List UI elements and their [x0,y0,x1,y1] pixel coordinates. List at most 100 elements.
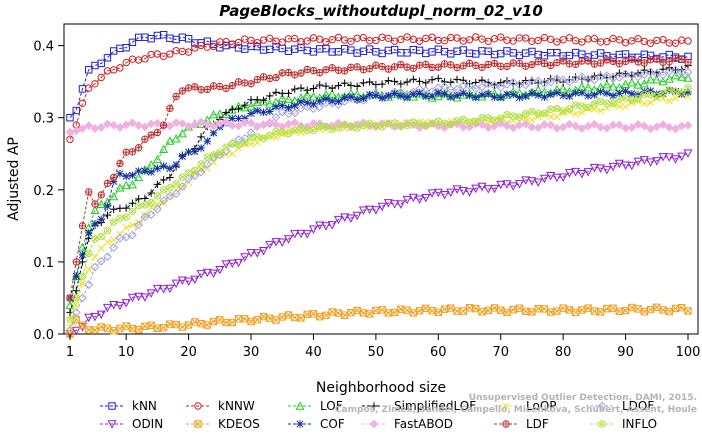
lof-marker [258,96,269,106]
odin-marker [508,182,518,191]
inflo-marker [540,109,549,117]
simplifiedlof-marker [334,81,343,90]
cof-marker [184,148,193,156]
simplifiedlof-marker [166,173,174,182]
inflo-marker [634,94,642,103]
odin-marker [84,313,94,323]
x-axis-title: Neighborhood size [316,380,446,396]
knnw-marker [534,36,542,45]
ldf-marker [328,64,336,72]
knnw-marker [472,33,480,41]
ldf-marker [122,148,130,156]
inflo-marker [378,123,386,131]
odin-marker [546,171,556,181]
legend-item-simplifiedlof: SimplifiedLOF [362,399,476,413]
odin-marker [352,211,362,221]
series-inflo [66,84,692,324]
odin-marker [346,214,356,223]
knnw-marker [266,34,274,42]
kdeos-marker [665,307,673,316]
ldof-marker [128,230,137,240]
knnw-marker [359,33,368,42]
loop-marker [553,113,561,121]
odin-marker [358,206,368,215]
odin-marker [296,229,306,239]
cof-marker [646,87,655,95]
ldof-marker [121,232,131,242]
ldf-marker [484,60,492,69]
ldf-marker [97,191,105,199]
lof-marker [121,180,131,190]
inflo-marker [528,107,536,116]
odin-marker [440,191,450,200]
odin-marker [252,249,262,258]
odin-marker [277,238,287,247]
loop-marker [671,94,680,102]
legend-item-kdeos: KDEOS [186,417,260,431]
simplifiedlof-marker [272,88,280,96]
series-layer [65,31,693,339]
loop-marker [253,139,261,147]
x-tick-label: 80 [555,345,572,360]
lof-marker [177,128,187,138]
ldf-marker [234,78,243,86]
odin-marker [452,185,462,194]
kdeos-marker [578,306,586,314]
ldf-marker [378,62,386,71]
fastabod-marker [234,121,243,131]
series-ldf [66,54,692,302]
ldf-marker [503,62,511,71]
kdeos-marker [284,311,293,319]
fastabod-marker [109,120,119,130]
inflo-marker [103,226,112,235]
ldf-marker [559,57,567,65]
odin-marker [527,177,537,186]
legend-label-fastabod: FastABOD [394,417,453,431]
simplifiedlof-marker [278,89,286,98]
simplifiedlof-marker [122,204,130,212]
knnw-marker [615,36,624,44]
fastabod-marker [140,122,150,132]
inflo-marker [459,115,467,123]
simplifiedlof-marker [141,194,149,203]
legend-label-inflo: INFLO [622,417,657,431]
cof-marker [540,93,549,101]
series-ldof [65,65,693,335]
odin-marker [677,152,687,162]
odin-marker [477,182,487,192]
inflo-marker [659,89,667,97]
odin-marker [552,173,562,183]
cof-marker [521,92,530,100]
knn-marker [365,45,374,53]
ldof-marker [78,293,87,303]
ldf-marker [334,66,343,74]
knnw-marker [328,35,336,44]
knnw-marker [372,36,380,45]
knnw-marker [484,37,492,45]
inflo-marker [603,99,611,107]
legend-item-odin: ODIN [100,417,163,431]
kdeos-marker [365,310,374,318]
loop-marker [578,108,586,116]
ldf-marker [472,62,480,70]
odin-marker [471,184,481,194]
odin-marker [271,238,281,247]
inflo-marker [521,109,530,118]
legend-item-fastabod: FastABOD [362,417,453,431]
odin-marker [458,187,468,196]
cof-marker [440,90,449,98]
kdeos-marker [153,324,162,332]
inflo-marker [166,184,174,192]
fastabod-marker [577,124,587,133]
kdeos-marker [191,318,199,326]
inflo-marker [172,180,180,188]
legend: kNN kNNW LOF SimplifiedLOF LoOP LDOF ODIN KDEOS… [100,399,657,431]
odin-marker [215,265,225,275]
kdeos-marker [122,322,130,330]
ldof-marker [190,171,200,180]
kdeos-marker [428,307,436,315]
kdeos-marker [534,304,542,313]
ldof-marker [671,65,680,75]
odin-marker [258,246,269,256]
